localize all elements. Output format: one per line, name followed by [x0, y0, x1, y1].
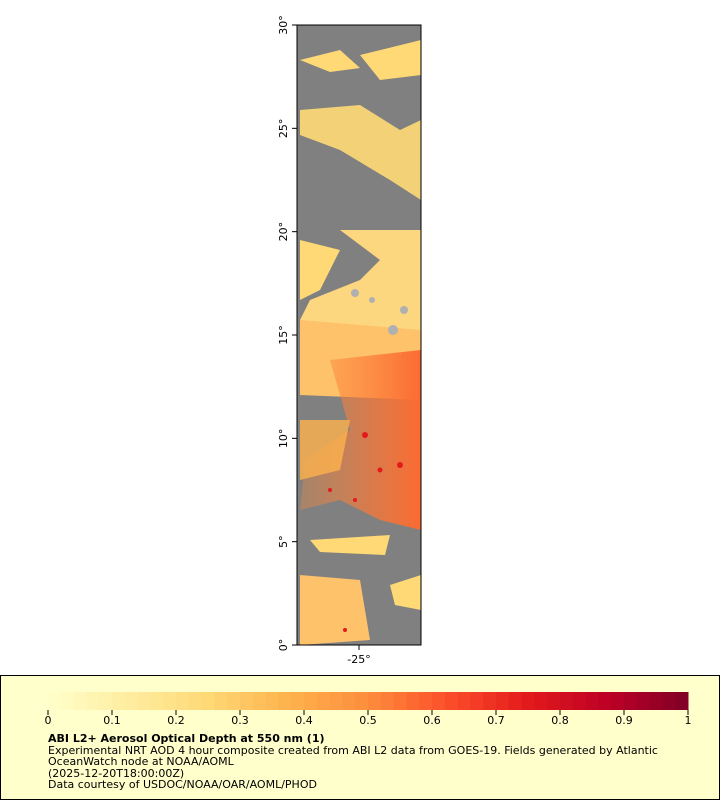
- y-tick-label: 10°: [277, 429, 290, 449]
- colorbar-cell: [124, 692, 139, 710]
- x-tick-label: -25°: [347, 653, 370, 666]
- colorbar-cell: [419, 692, 433, 710]
- colorbar-cell: [355, 692, 369, 710]
- colorbar-cell: [316, 692, 331, 710]
- legend-title: ABI L2+ Aerosol Optical Depth at 550 nm …: [48, 732, 325, 745]
- colorbar-cell: [214, 692, 228, 710]
- y-tick-label: 25°: [277, 119, 290, 139]
- colorbar-cell: [99, 692, 113, 710]
- y-tick-label: 30°: [277, 15, 290, 35]
- colorbar-cell: [137, 692, 151, 710]
- colorbar-cell: [534, 692, 548, 710]
- colorbar-cell: [662, 692, 676, 710]
- legend-line: Data courtesy of USDOC/NOAA/OAR/AOML/PHO…: [48, 778, 317, 791]
- colorbar-cell: [240, 692, 254, 710]
- y-tick-label: 15°: [277, 325, 290, 345]
- colorbar-cell: [560, 692, 574, 710]
- colorbar-cell: [304, 692, 318, 710]
- colorbar-cell: [342, 692, 356, 710]
- colorbar-cell: [521, 692, 535, 710]
- colorbar-cell: [611, 692, 625, 710]
- colorbar-cell: [432, 692, 446, 710]
- legend-line: OceanWatch node at NOAA/AOML: [48, 755, 235, 768]
- colorbar-tick-label: 0.4: [295, 714, 313, 727]
- colorbar-tick-label: 0.2: [167, 714, 185, 727]
- colorbar-cell: [572, 692, 587, 710]
- colorbar-cell: [585, 692, 599, 710]
- legend-line: Experimental NRT AOD 4 hour composite cr…: [48, 744, 658, 757]
- colorbar-tick-label: 0.3: [231, 714, 249, 727]
- colorbar-cell: [483, 692, 497, 710]
- colorbar-cell: [252, 692, 267, 710]
- colorbar-cell: [508, 692, 523, 710]
- colorbar-cell: [444, 692, 459, 710]
- colorbar-cell: [649, 692, 663, 710]
- y-tick-label: 5°: [277, 535, 290, 548]
- colorbar-cell: [291, 692, 305, 710]
- colorbar-tick-label: 0.1: [103, 714, 121, 727]
- colorbar-cell: [278, 692, 292, 710]
- colorbar-cell: [457, 692, 471, 710]
- colorbar-tick-label: 0.9: [615, 714, 633, 727]
- colorbar-cell: [496, 692, 510, 710]
- colorbar-cell: [675, 692, 689, 710]
- colorbar-cell: [547, 692, 561, 710]
- y-tick-label: 0°: [277, 639, 290, 652]
- colorbar-cell: [380, 692, 395, 710]
- colorbar-cell: [163, 692, 177, 710]
- colorbar-cell: [636, 692, 651, 710]
- colorbar-cell: [48, 692, 62, 710]
- colorbar-cell: [406, 692, 420, 710]
- colorbar-cell: [60, 692, 75, 710]
- aod-raster: [297, 25, 421, 645]
- colorbar-cell: [86, 692, 100, 710]
- colorbar-tick-label: 1: [685, 714, 692, 727]
- colorbar-cell: [265, 692, 279, 710]
- colorbar-tick-label: 0: [45, 714, 52, 727]
- colorbar-cell: [112, 692, 126, 710]
- colorbar-cell: [201, 692, 215, 710]
- colorbar-cell: [368, 692, 382, 710]
- colorbar-cell: [624, 692, 638, 710]
- colorbar-cell: [150, 692, 164, 710]
- colorbar-tick-label: 0.8: [551, 714, 569, 727]
- colorbar-cell: [470, 692, 484, 710]
- colorbar-cell: [188, 692, 203, 710]
- colorbar-cell: [227, 692, 241, 710]
- colorbar-cell: [393, 692, 407, 710]
- colorbar-cell: [176, 692, 190, 710]
- colorbar-cell: [329, 692, 343, 710]
- colorbar-tick-label: 0.5: [359, 714, 377, 727]
- y-tick-label: 20°: [277, 222, 290, 242]
- colorbar-tick-label: 0.7: [487, 714, 505, 727]
- legend-line: (2025-12-20T18:00:00Z): [48, 767, 184, 780]
- colorbar-tick-label: 0.6: [423, 714, 441, 727]
- colorbar-cell: [598, 692, 612, 710]
- colorbar-cell: [73, 692, 87, 710]
